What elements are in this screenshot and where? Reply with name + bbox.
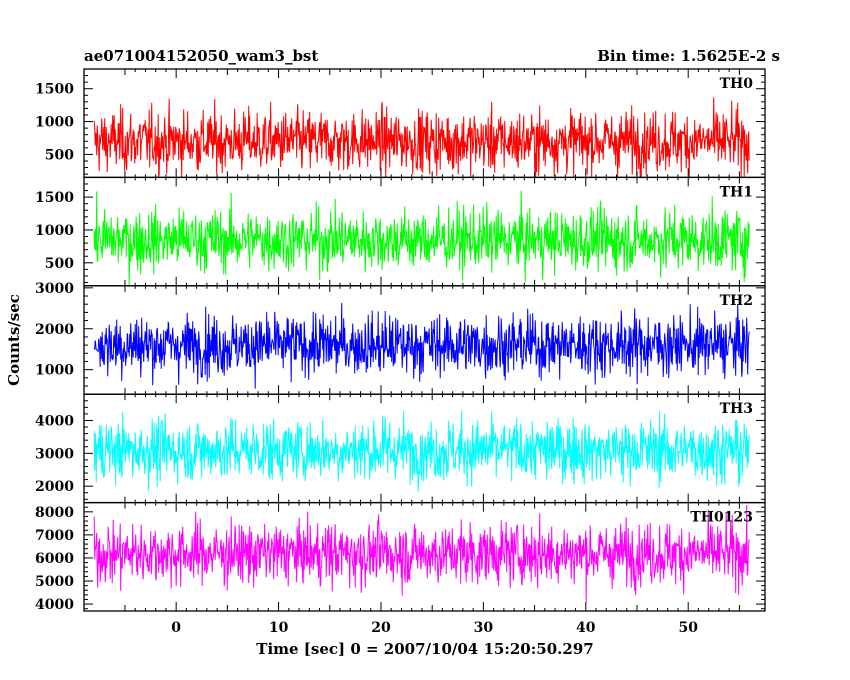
series-th1-line (93, 190, 750, 286)
series-th0123-line (93, 504, 750, 602)
x-tick-label: 30 (474, 620, 494, 636)
y-tick-label: 7000 (35, 528, 74, 544)
x-tick-label: 0 (171, 620, 181, 636)
y-tick-label: 2000 (35, 322, 74, 338)
x-tick-label: 40 (576, 620, 596, 636)
series-th3-line (93, 410, 750, 492)
panel-label-th0: TH0 (720, 76, 754, 92)
bin-time-label: Bin time: 1.5625E-2 s (597, 47, 780, 65)
y-tick-label: 1000 (35, 363, 74, 379)
y-tick-label: 3000 (35, 281, 74, 297)
x-axis-title: Time [sec] 0 = 2007/10/04 15:20:50.297 (256, 640, 593, 658)
y-tick-label: 4000 (35, 413, 74, 429)
y-tick-label: 500 (45, 256, 74, 272)
panel-frame-th0123 (83, 501, 766, 612)
x-tick-label: 10 (269, 620, 289, 636)
x-tick-label: 20 (371, 620, 391, 636)
series-th2-line (93, 302, 750, 389)
panel-label-th0123: TH0123 (690, 510, 753, 526)
y-tick-label: 1000 (35, 223, 74, 239)
panel-label-th1: TH1 (720, 184, 753, 200)
y-tick-label: 1000 (35, 115, 74, 131)
panel-frame-th0 (83, 68, 766, 179)
y-tick-label: 1500 (35, 82, 74, 98)
y-tick-label: 3000 (35, 446, 74, 462)
y-tick-label: 4000 (35, 597, 74, 613)
y-tick-label: 500 (45, 147, 74, 163)
y-axis-title: Counts/sec (5, 294, 23, 386)
panel-label-th2: TH2 (720, 293, 753, 309)
y-tick-label: 2000 (35, 479, 74, 495)
y-tick-label: 8000 (35, 505, 74, 521)
y-tick-label: 5000 (35, 574, 74, 590)
y-tick-label: 1500 (35, 190, 74, 206)
series-th0-line (93, 97, 750, 178)
panel-label-th3: TH3 (720, 401, 753, 417)
y-tick-label: 6000 (35, 551, 74, 567)
chart-title: ae071004152050_wam3_bst (84, 47, 318, 65)
x-tick-label: 50 (678, 620, 698, 636)
